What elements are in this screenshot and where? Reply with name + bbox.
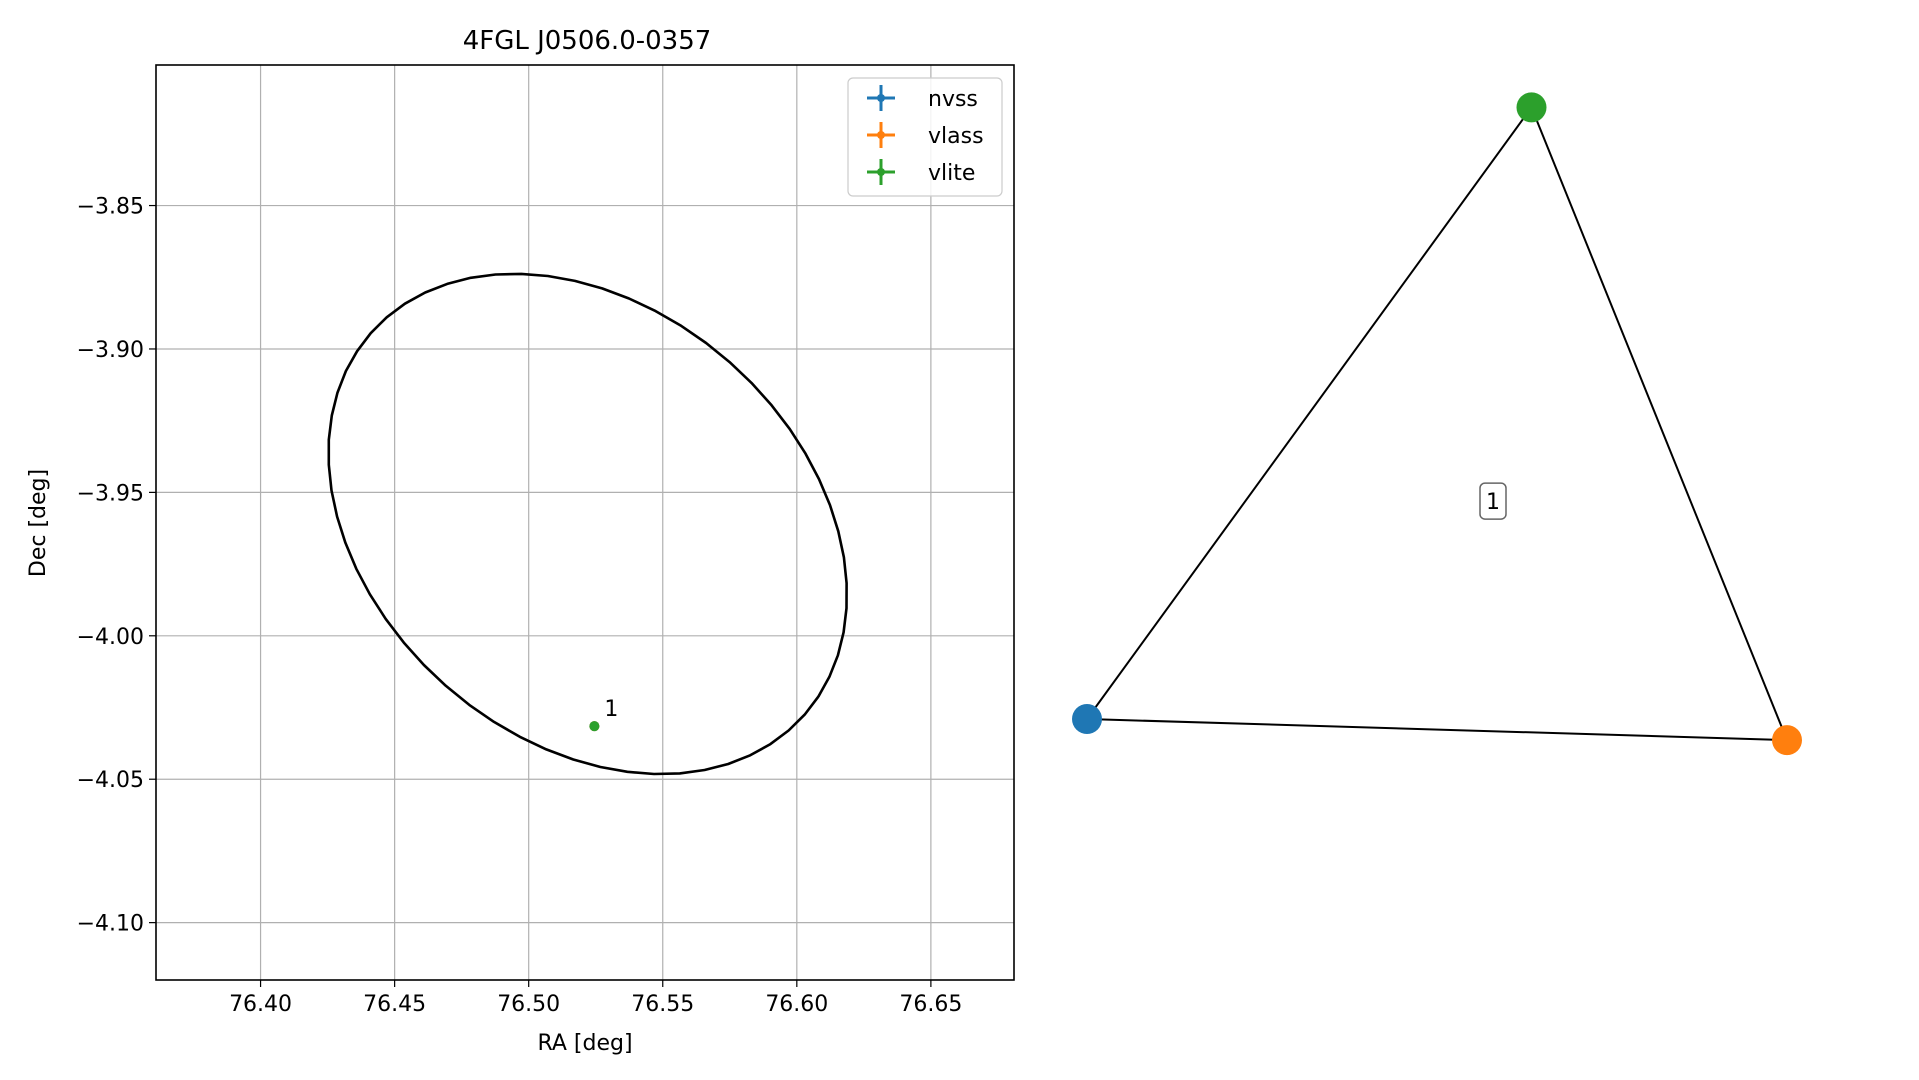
- edge-label: 1: [1486, 490, 1500, 515]
- legend-dot-nvss: [877, 94, 885, 102]
- y-tick-label: −4.05: [77, 768, 144, 793]
- grid: [156, 65, 1014, 980]
- legend-box: [847, 77, 1003, 197]
- x-tick-label: 76.55: [631, 992, 694, 1017]
- edge-nvss-vlass: [1086, 718, 1788, 742]
- y-tick-label: −4.00: [77, 625, 144, 650]
- legend-dot-vlass: [877, 131, 885, 139]
- sky-map-panel: 4FGL J0506.0-0357 1 76.40 76.45 76.50 76.55…: [26, 26, 1015, 1056]
- chart-title: 4FGL J0506.0-0357: [463, 26, 712, 56]
- x-tick-label: 76.65: [899, 992, 962, 1017]
- network-labels: 1: [1479, 482, 1507, 520]
- legend-entries: nvss vlass vlite: [867, 85, 984, 186]
- point-annotation: 1: [604, 697, 618, 722]
- x-axis-ticks: 76.40 76.45 76.50 76.55 76.60 76.65: [229, 980, 962, 1017]
- points-layer: 1: [589, 697, 618, 732]
- y-tick-label: −4.10: [77, 912, 144, 937]
- x-tick-label: 76.45: [363, 992, 426, 1017]
- error-ellipse: [327, 272, 848, 776]
- node-nvss: [1072, 704, 1102, 734]
- y-tick-label: −3.85: [77, 195, 144, 220]
- network-edges: [1086, 106, 1788, 742]
- network-nodes: [1072, 92, 1802, 756]
- y-tick-label: −3.95: [77, 481, 144, 506]
- network-panel: 1: [1072, 92, 1802, 756]
- legend-dot-vlite: [877, 168, 885, 176]
- x-tick-label: 76.60: [765, 992, 828, 1017]
- node-vlass: [1772, 725, 1802, 756]
- legend-label-vlass: vlass: [928, 124, 984, 149]
- x-tick-label: 76.40: [229, 992, 292, 1017]
- axes-frame: [155, 64, 1015, 981]
- edge-label-box: [1479, 482, 1507, 520]
- error-ellipse-layer: [327, 272, 848, 776]
- legend-label-nvss: nvss: [928, 87, 978, 112]
- legend-label-vlite: vlite: [928, 161, 975, 186]
- y-tick-label: −3.90: [77, 338, 144, 363]
- node-vlite: [1516, 92, 1547, 123]
- y-axis-label: Dec [deg]: [26, 469, 51, 577]
- point-vlite: [589, 721, 600, 732]
- legend: nvss vlass vlite: [847, 77, 1003, 197]
- x-tick-label: 76.50: [497, 992, 560, 1017]
- x-axis-label: RA [deg]: [537, 1031, 632, 1056]
- edge-vlite-nvss: [1086, 106, 1533, 720]
- y-axis-ticks: −3.85 −3.90 −3.95 −4.00 −4.05 −4.10: [77, 195, 156, 937]
- edge-vlass-vlite: [1530, 107, 1788, 741]
